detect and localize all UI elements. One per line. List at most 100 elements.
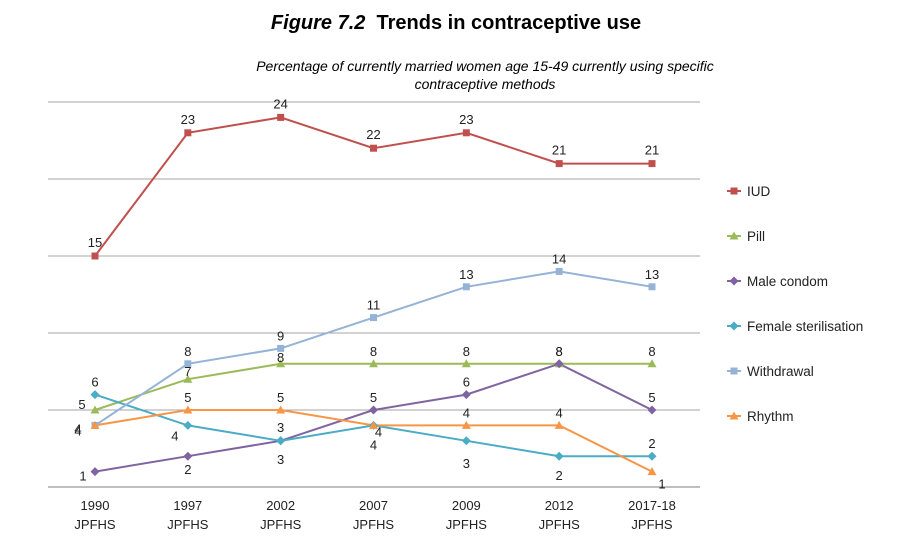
data-point-withdrawal xyxy=(277,344,285,352)
data-label-rhythm: 4 xyxy=(463,405,470,420)
data-point-male-condom xyxy=(90,467,100,477)
x-axis-ticks: 1990 JPFHS 1997 JPFHS 2002 JPFHS 2007 JPFHS 2009… xyxy=(74,498,675,532)
data-point-withdrawal xyxy=(462,283,470,291)
gridlines xyxy=(48,101,700,488)
data-label-rhythm: 5 xyxy=(277,390,284,405)
data-point-iud xyxy=(462,129,470,137)
data-point-withdrawal xyxy=(648,283,656,291)
data-point-female-sterilisation xyxy=(90,390,100,400)
legend-label-iud: IUD xyxy=(747,184,771,199)
data-label-female-sterilisation: 4 xyxy=(171,428,178,443)
data-point-iud xyxy=(91,252,99,260)
data-label-pill: 8 xyxy=(556,344,563,359)
data-label-male-condom: 6 xyxy=(463,375,470,390)
data-label-female-sterilisation: 4 xyxy=(370,437,377,452)
data-point-iud xyxy=(184,129,192,137)
data-label-pill: 8 xyxy=(648,344,655,359)
data-label-withdrawal: 11 xyxy=(367,298,381,313)
data-point-female-sterilisation xyxy=(183,420,193,430)
data-point-pill xyxy=(276,359,286,368)
data-point-pill xyxy=(647,359,657,368)
legend-marker-pill xyxy=(729,231,739,240)
legend-marker-female-sterilisation xyxy=(729,321,739,331)
data-point-iud xyxy=(370,144,377,152)
figure-label: Figure 7.2 xyxy=(270,12,366,34)
data-point-withdrawal xyxy=(370,314,377,322)
data-point-pill xyxy=(183,374,193,383)
data-label-female-sterilisation: 2 xyxy=(648,436,655,451)
data-label-iud: 15 xyxy=(88,235,102,250)
legend-marker-male-condom xyxy=(729,276,739,286)
data-label-iud: 22 xyxy=(366,127,380,142)
data-label-rhythm: 5 xyxy=(184,390,191,405)
data-point-rhythm xyxy=(90,420,100,429)
data-point-rhythm xyxy=(554,420,564,429)
data-point-iud xyxy=(277,113,285,121)
legend-label-female-sterilisation: Female sterilisation xyxy=(747,319,863,334)
x-tick-label: 1997 JPFHS xyxy=(167,498,209,532)
data-label-male-condom: 2 xyxy=(184,462,191,477)
x-tick-label: 2009 JPFHS xyxy=(446,498,488,532)
data-point-pill xyxy=(369,359,378,368)
x-tick-label: 1990 JPFHS xyxy=(74,498,116,532)
data-point-rhythm xyxy=(369,420,378,429)
subtitle-line-2: contraceptive methods xyxy=(414,76,556,92)
data-label-rhythm: 4 xyxy=(74,423,81,438)
data-point-male-condom xyxy=(369,405,378,415)
data-label-rhythm: 1 xyxy=(658,477,665,492)
data-point-pill xyxy=(461,359,471,368)
data-label-iud: 24 xyxy=(273,96,287,111)
data-point-rhythm xyxy=(183,405,193,414)
legend-marker-iud xyxy=(730,187,738,195)
data-label-female-sterilisation: 3 xyxy=(463,456,470,471)
x-tick-label: 2017-18 JPFHS xyxy=(628,498,676,532)
data-label-male-condom: 5 xyxy=(648,390,655,405)
data-label-withdrawal: 8 xyxy=(184,344,191,359)
data-label-withdrawal: 4 xyxy=(74,421,81,436)
data-point-iud xyxy=(555,160,563,168)
x-tick-label: 2002 JPFHS xyxy=(260,498,302,532)
data-point-female-sterilisation xyxy=(554,451,564,461)
data-point-male-condom xyxy=(554,359,564,369)
data-point-male-condom xyxy=(647,405,657,415)
data-point-male-condom xyxy=(461,390,471,400)
data-label-male-condom: 5 xyxy=(370,390,377,405)
data-point-male-condom xyxy=(183,451,193,461)
data-label-male-condom: 8 xyxy=(556,344,563,359)
data-label-rhythm: 4 xyxy=(375,424,382,439)
data-label-iud: 21 xyxy=(645,143,659,158)
data-label-iud: 21 xyxy=(552,143,566,158)
data-point-iud xyxy=(648,160,656,168)
data-label-female-sterilisation: 2 xyxy=(556,468,563,483)
data-label-withdrawal: 13 xyxy=(645,267,659,282)
series-markers xyxy=(90,113,657,477)
legend-marker-rhythm xyxy=(729,411,739,420)
data-point-rhythm xyxy=(461,420,471,429)
chart-subtitle: Percentage of currently married women ag… xyxy=(150,57,820,93)
x-tick-label: 2007 JPFHS xyxy=(353,498,395,532)
legend-label-male-condom: Male condom xyxy=(747,274,828,289)
data-label-male-condom: 3 xyxy=(277,452,284,467)
data-label-female-sterilisation: 3 xyxy=(277,420,284,435)
chart-title: Figure 7.2 Trends in contraceptive use xyxy=(0,12,912,35)
x-tick-label: 2012 JPFHS xyxy=(539,498,581,532)
data-point-rhythm xyxy=(647,467,657,476)
series-lines xyxy=(94,116,653,473)
data-point-withdrawal xyxy=(184,360,192,368)
data-label-pill: 8 xyxy=(370,344,377,359)
data-label-withdrawal: 13 xyxy=(459,267,473,282)
legend-label-rhythm: Rhythm xyxy=(747,409,794,424)
data-label-rhythm: 4 xyxy=(556,405,563,420)
data-label-withdrawal: 14 xyxy=(552,251,566,266)
data-label-iud: 23 xyxy=(459,112,473,127)
data-label-female-sterilisation: 6 xyxy=(91,375,98,390)
data-point-rhythm xyxy=(276,405,286,414)
data-point-withdrawal xyxy=(555,267,563,275)
data-point-female-sterilisation xyxy=(647,451,657,461)
data-label-male-condom: 1 xyxy=(79,469,86,484)
data-point-pill xyxy=(90,405,100,414)
data-label-pill: 8 xyxy=(463,344,470,359)
figure-title: Trends in contraceptive use xyxy=(376,12,642,34)
subtitle-line-1: Percentage of currently married women ag… xyxy=(256,58,714,74)
